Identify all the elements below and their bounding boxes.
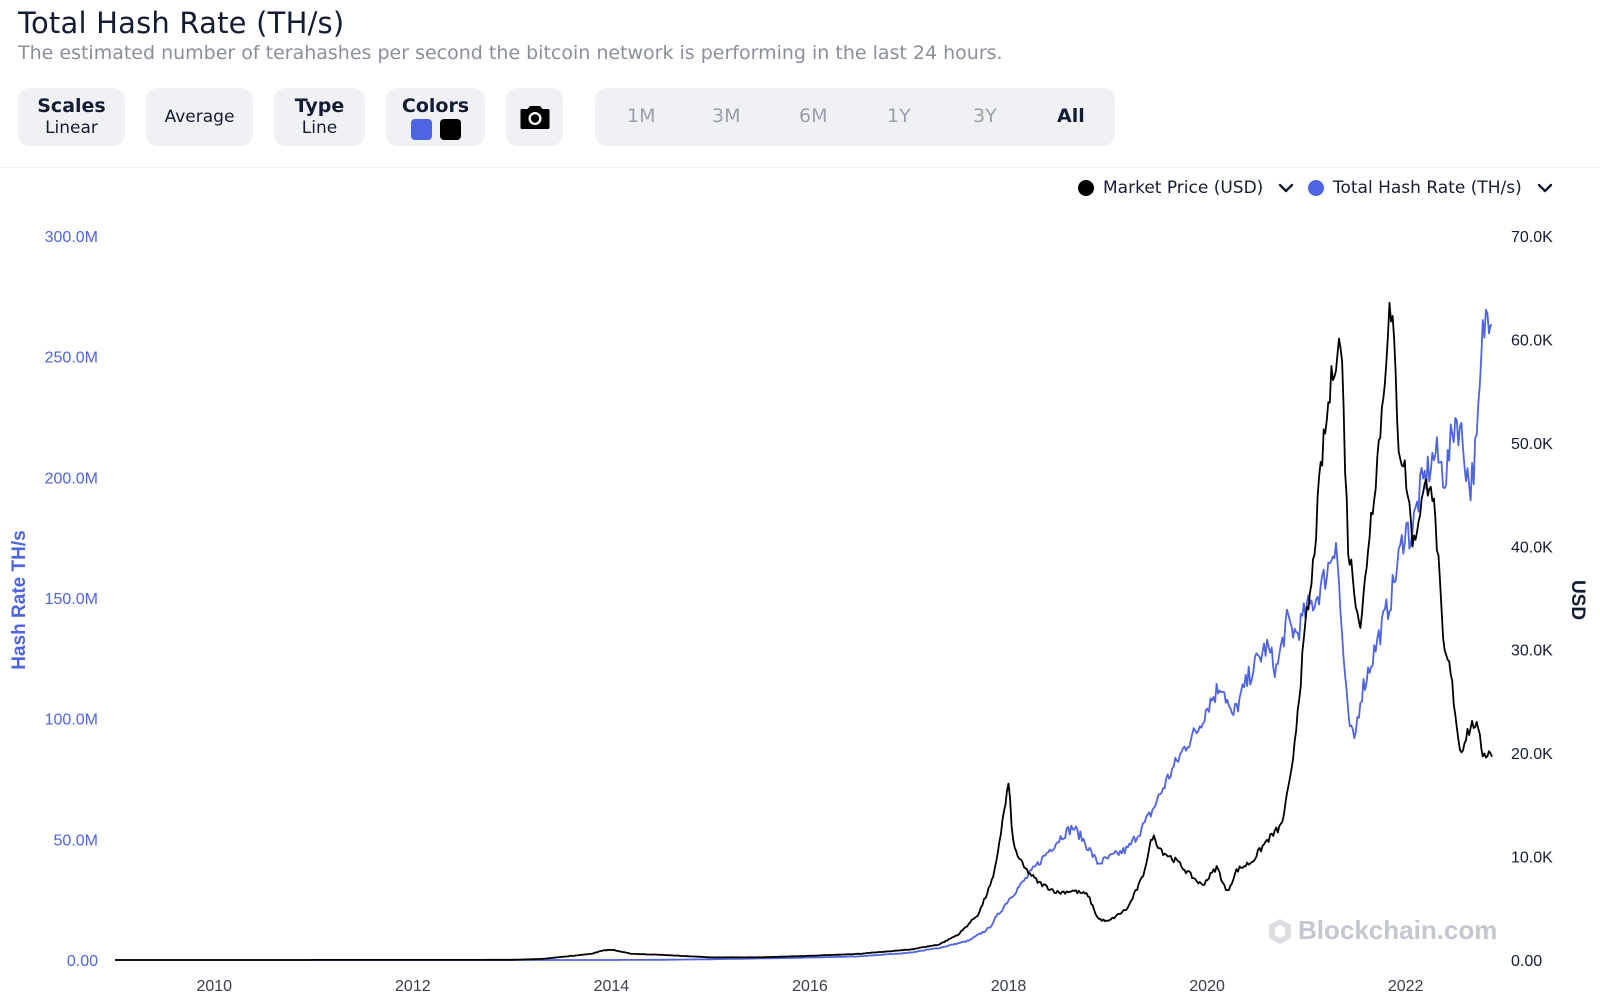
y-left-tick-label: 300.0M xyxy=(45,229,98,246)
chevron-down-icon[interactable] xyxy=(1534,178,1556,198)
y-left-tick-label: 0.00 xyxy=(67,953,98,970)
y-right-tick-label: 40.0K xyxy=(1511,539,1553,556)
y-left-axis-title: Hash Rate TH/s xyxy=(9,530,30,669)
color-swatches xyxy=(410,118,461,140)
range-3m-button[interactable]: 3M xyxy=(712,105,741,127)
y-right-tick-label: 0.00 xyxy=(1511,953,1542,970)
y-right-tick-label: 30.0K xyxy=(1511,643,1553,660)
toolbar-divider xyxy=(0,167,1600,168)
price-color-swatch[interactable] xyxy=(439,118,461,140)
y-right-tick-label: 20.0K xyxy=(1511,746,1553,763)
range-1y-button[interactable]: 1Y xyxy=(887,105,911,127)
market-price-series-line xyxy=(115,301,1493,961)
legend-market-price[interactable]: Market Price (USD) xyxy=(1078,178,1297,198)
scales-button[interactable]: Scales Linear xyxy=(18,88,125,146)
hash-rate-series-line xyxy=(115,308,1493,961)
legend-dot-hash-rate xyxy=(1308,180,1324,196)
camera-icon xyxy=(520,106,549,129)
y-left-tick-label: 250.0M xyxy=(45,350,98,367)
type-button[interactable]: Type Line xyxy=(274,88,365,146)
page-subtitle: The estimated number of terahashes per s… xyxy=(18,42,1003,64)
average-label: Average xyxy=(164,107,235,127)
blockchain-logo-icon xyxy=(1269,919,1291,944)
legend-dot-market-price xyxy=(1078,180,1094,196)
range-all-button[interactable]: All xyxy=(1057,105,1085,127)
scales-value: Linear xyxy=(45,118,98,138)
legend-label-market-price: Market Price (USD) xyxy=(1103,178,1264,198)
y-left-tick-label: 100.0M xyxy=(45,712,98,729)
scales-label: Scales xyxy=(37,95,106,117)
time-range-selector: 1M 3M 6M 1Y 3Y All xyxy=(595,88,1115,146)
legend-hash-rate[interactable]: Total Hash Rate (TH/s) xyxy=(1308,178,1556,198)
y-left-tick-label: 50.0M xyxy=(54,832,98,849)
x-tick-label: 2014 xyxy=(594,978,630,995)
type-value: Line xyxy=(301,118,338,138)
range-3y-button[interactable]: 3Y xyxy=(973,105,997,127)
x-tick-label: 2012 xyxy=(395,978,431,995)
hashrate-color-swatch[interactable] xyxy=(410,118,432,140)
screenshot-button[interactable] xyxy=(506,88,563,146)
y-right-axis-title: USD xyxy=(1567,580,1588,620)
y-right-tick-label: 70.0K xyxy=(1511,229,1553,246)
colors-label: Colors xyxy=(401,94,470,117)
x-tick-label: 2016 xyxy=(792,978,828,995)
range-6m-button[interactable]: 6M xyxy=(799,105,828,127)
chevron-down-icon[interactable] xyxy=(1275,178,1297,198)
hash-rate-chart: 0.00 50.0M 100.0M 150.0M 200.0M 250.0M 300.0M 0… xyxy=(9,229,1588,995)
y-right-tick-label: 60.0K xyxy=(1511,332,1553,349)
x-tick-label: 2018 xyxy=(991,978,1027,995)
y-right-tick-label: 10.0K xyxy=(1511,850,1553,867)
page-title: Total Hash Rate (TH/s) xyxy=(18,6,345,40)
y-left-tick-label: 150.0M xyxy=(45,591,98,608)
x-tick-label: 2010 xyxy=(196,978,232,995)
colors-button[interactable]: Colors xyxy=(386,88,485,146)
x-tick-label: 2022 xyxy=(1388,978,1424,995)
y-left-tick-label: 200.0M xyxy=(45,470,98,487)
average-button[interactable]: Average xyxy=(146,88,253,146)
x-tick-label: 2020 xyxy=(1189,978,1225,995)
watermark-text: Blockchain.com xyxy=(1298,915,1497,945)
range-1m-button[interactable]: 1M xyxy=(627,105,656,127)
legend-label-hash-rate: Total Hash Rate (TH/s) xyxy=(1333,178,1522,198)
y-right-tick-label: 50.0K xyxy=(1511,436,1553,453)
type-label: Type xyxy=(294,95,345,117)
